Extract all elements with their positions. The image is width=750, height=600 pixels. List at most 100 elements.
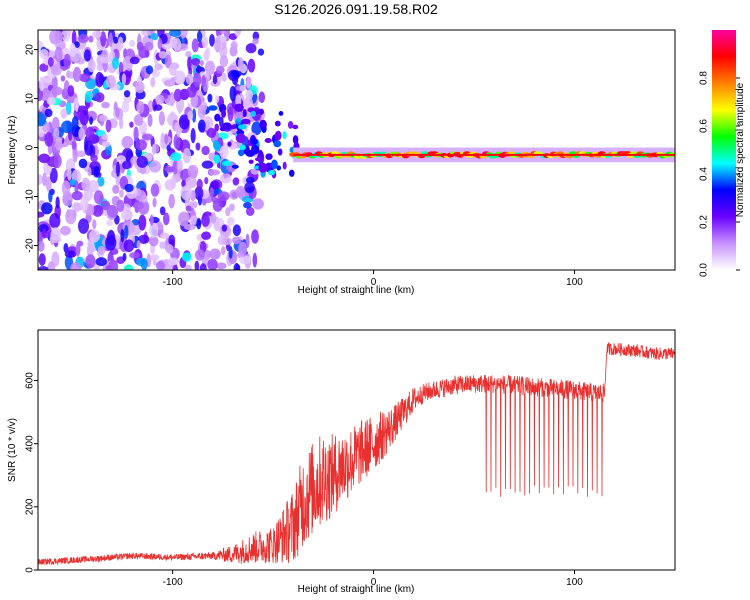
spectral-cell (235, 185, 246, 198)
spectral-cell (194, 260, 200, 270)
spectral-cell (251, 121, 262, 136)
snr-marks (38, 342, 675, 566)
spectral-cell (170, 176, 177, 188)
spectral-cell (138, 234, 150, 245)
spectral-cell (124, 183, 134, 193)
spectral-cell (92, 204, 104, 217)
spectral-cell (200, 30, 206, 34)
spectral-cell (221, 160, 232, 167)
x-tick-label: 100 (566, 277, 583, 288)
spectral-cell (232, 177, 240, 186)
spectral-cell (38, 266, 49, 270)
spectral-cell (133, 126, 139, 142)
spectral-cell (133, 201, 144, 210)
spectral-cell (78, 158, 88, 169)
spectral-cell (221, 72, 227, 82)
spectral-cell (151, 68, 160, 78)
spectral-cell (214, 123, 220, 132)
x-tick-label: 0 (371, 277, 377, 288)
spectral-cell (41, 228, 47, 239)
spectral-cell (41, 202, 53, 215)
spectral-cell (53, 127, 60, 139)
spectral-cell (209, 248, 221, 260)
spectral-cell (191, 38, 199, 53)
spectral-cell (151, 32, 159, 41)
spectral-cell (144, 41, 154, 52)
spectral-cell (250, 138, 258, 145)
spectral-cell (196, 218, 202, 230)
spectral-cell (273, 140, 282, 148)
spectral-cell (54, 141, 63, 149)
spectral-cell (259, 119, 267, 130)
spectral-cell (244, 181, 255, 193)
spectral-cell (72, 146, 78, 163)
spectral-cell (164, 133, 169, 145)
spectral-cell (167, 257, 180, 266)
spectral-cell (147, 113, 153, 127)
spectral-cell (197, 104, 206, 119)
spectral-cell (220, 245, 226, 256)
spectral-cell (221, 109, 227, 118)
spectral-cell (67, 85, 75, 97)
spectral-cell (204, 60, 215, 76)
spectral-cell (239, 144, 246, 151)
spectral-cell (64, 250, 77, 258)
spectral-cell (188, 66, 193, 76)
spectral-cell (180, 185, 192, 201)
spectral-cell (250, 110, 256, 117)
spectral-cell (120, 210, 131, 221)
spectral-cell (38, 174, 43, 185)
spectral-cell (205, 47, 211, 57)
spectral-cell (61, 180, 71, 196)
spectral-cell (78, 127, 86, 140)
spectral-cell (136, 100, 145, 114)
spectral-cell (101, 140, 111, 148)
spectral-cell (46, 96, 56, 106)
spectral-cell (45, 176, 52, 192)
spectral-cell (49, 30, 61, 45)
spectral-cell (90, 154, 98, 162)
spectral-cell (251, 229, 259, 244)
spectral-cell (158, 51, 167, 59)
spectral-cell (238, 241, 248, 257)
spectral-cell (98, 114, 108, 122)
spectral-cell (105, 75, 116, 89)
spectral-cell (232, 224, 242, 237)
spectral-cell (173, 88, 182, 102)
spectral-cell (213, 154, 221, 164)
spectral-cell (252, 252, 258, 268)
spectral-cell (39, 48, 49, 59)
spectral-cell (231, 164, 239, 169)
spectral-cell (135, 139, 147, 151)
spectral-cell (119, 116, 124, 129)
spectral-cell (217, 191, 230, 202)
spectrogram-x-label: Height of straight line (km) (298, 285, 415, 296)
colorbar-ticks: 0.0 0.2 0.4 0.6 0.8 (699, 71, 740, 277)
spectral-cell (75, 150, 87, 158)
spectral-cell (155, 94, 165, 105)
spectral-cell (169, 76, 176, 87)
spectral-cell (170, 152, 182, 162)
spectral-cell (209, 180, 220, 189)
spectral-cell (239, 84, 246, 92)
spectral-cell (92, 30, 102, 38)
spectral-cell (78, 33, 89, 44)
spectral-cell (212, 74, 218, 85)
snr-series-line (38, 342, 675, 566)
colorbar-gradient (712, 30, 736, 270)
spectral-cell (185, 50, 192, 58)
spectral-cell (258, 91, 266, 103)
spectral-cell (60, 108, 68, 119)
spectral-cell (160, 232, 170, 239)
spectral-cell (237, 124, 247, 130)
spectral-cell (60, 225, 71, 236)
spectral-cell (49, 167, 58, 184)
spectral-cell (148, 235, 159, 247)
spectral-cell (187, 110, 194, 121)
spectral-cell (133, 114, 144, 126)
spectral-cell (55, 196, 60, 209)
spectral-cell (208, 169, 221, 176)
spectral-cell (49, 213, 61, 229)
spectral-cell (254, 157, 264, 162)
spectral-cell (88, 35, 94, 43)
